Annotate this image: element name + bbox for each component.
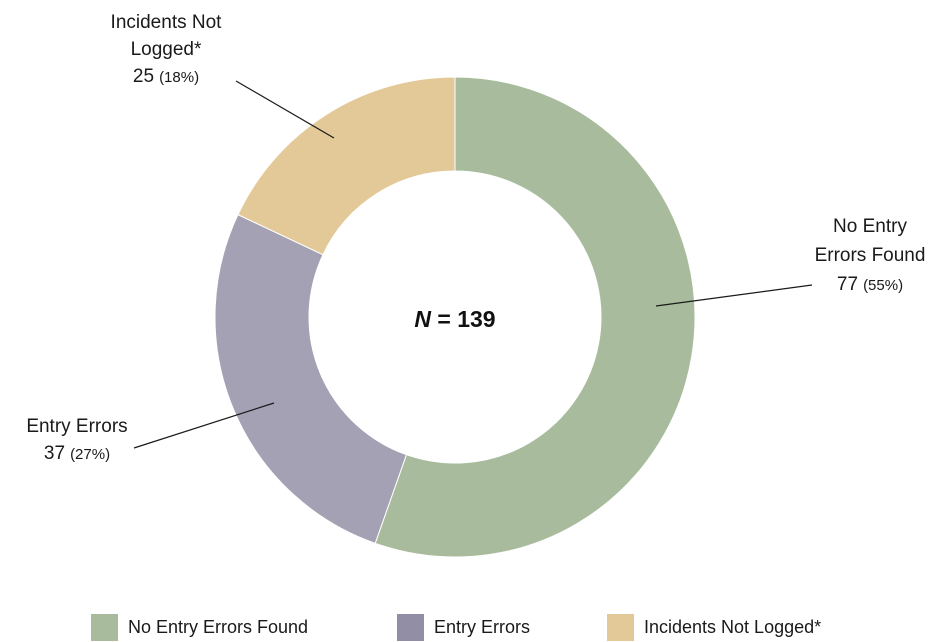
leader-line [133, 402, 275, 449]
legend-label: Entry Errors [434, 616, 531, 637]
slice-value: 77 [837, 274, 858, 295]
slice-percent: (27%) [70, 446, 110, 463]
center-n-symbol: N [414, 306, 431, 332]
slice-label-value: 37 (27%) [44, 443, 110, 464]
legend-swatch [397, 613, 424, 641]
legend-item-entry-errors: Entry Errors [397, 612, 530, 642]
center-n-value: = 139 [431, 306, 496, 332]
legend-label: No Entry Errors Found [128, 616, 309, 637]
slice-label-incidents-not-logged: Incidents Not Logged* 25 (18%) [111, 12, 335, 139]
center-n-label: N = 139 [414, 306, 495, 332]
slice-label-name-line-2: Logged* [131, 39, 202, 60]
legend-item-no-entry-errors-found: No Entry Errors Found [91, 612, 308, 642]
slice-label-no-entry-errors-found: No Entry Errors Found 77 (55%) [655, 216, 926, 307]
leader-line [235, 80, 335, 139]
slice-value: 25 [133, 66, 154, 87]
legend-swatch [91, 613, 118, 641]
slice-label-name-line-1: Entry Errors [26, 416, 127, 437]
slice-label-name-line-1: No Entry [833, 216, 907, 237]
slice-incidents-not-logged [237, 76, 456, 256]
slice-label-value: 77 (55%) [837, 274, 903, 295]
donut-chart: N = 139 No Entry Errors Found 77 (55%) En… [26, 12, 926, 558]
leader-line [655, 284, 813, 307]
slice-percent: (55%) [863, 277, 903, 294]
chart-legend: No Entry Errors Found Entry Errors Incid… [0, 612, 931, 642]
slice-percent: (18%) [159, 69, 199, 86]
legend-swatch [607, 613, 634, 641]
legend-item-incidents-not-logged: Incidents Not Logged* [607, 612, 821, 642]
slice-entry-errors [214, 213, 408, 544]
slice-no-entry-errors-found [374, 76, 696, 558]
legend-label: Incidents Not Logged* [644, 616, 822, 637]
slice-label-entry-errors: Entry Errors 37 (27%) [26, 402, 275, 464]
donut-slices [214, 76, 696, 558]
slice-label-name-line-2: Errors Found [815, 245, 926, 266]
slice-value: 37 [44, 443, 65, 464]
slice-label-name-line-1: Incidents Not [111, 12, 223, 33]
slice-label-value: 25 (18%) [133, 66, 199, 87]
